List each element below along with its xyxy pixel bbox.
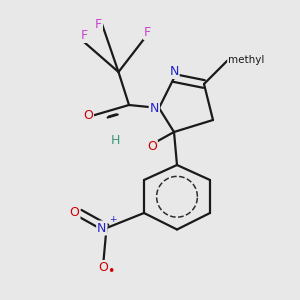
Text: O: O: [99, 261, 108, 274]
Text: F: F: [144, 26, 151, 39]
Text: •: •: [107, 266, 115, 278]
Text: F: F: [95, 17, 102, 31]
Text: H: H: [111, 134, 120, 148]
Text: F: F: [80, 29, 88, 42]
Text: O: O: [147, 140, 157, 154]
Text: O: O: [83, 109, 93, 122]
Text: N: N: [169, 65, 179, 78]
Text: N: N: [150, 101, 159, 115]
Text: +: +: [109, 214, 116, 224]
Text: N: N: [97, 221, 106, 235]
Text: O: O: [70, 206, 80, 220]
Text: methyl: methyl: [228, 55, 264, 65]
